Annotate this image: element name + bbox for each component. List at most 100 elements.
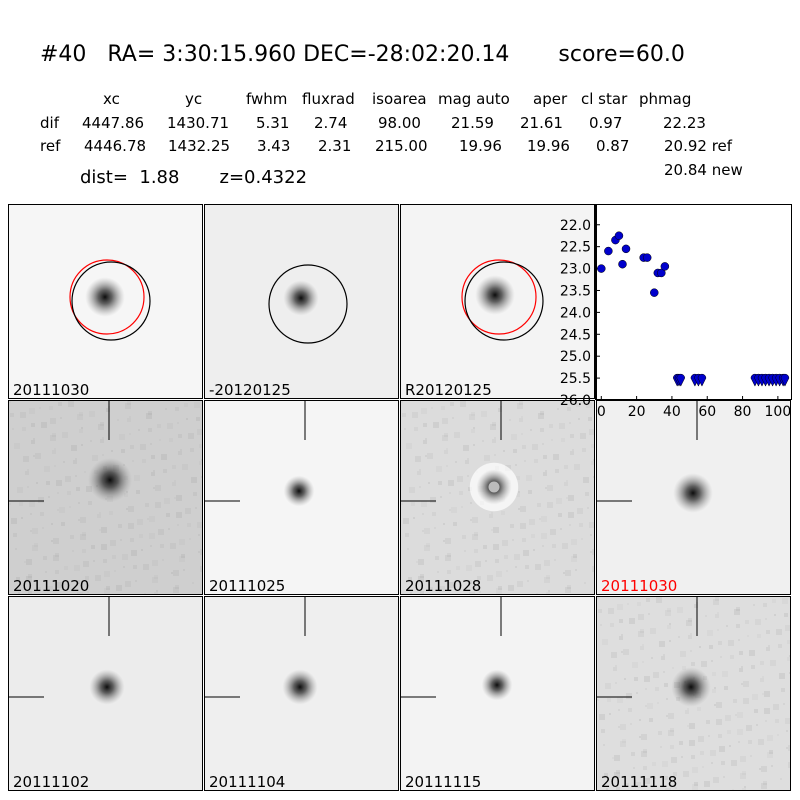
ref-aperture-ring <box>461 259 537 335</box>
cutout-panel-1[interactable]: 20111030 <box>8 204 203 399</box>
cutout-image <box>9 597 125 705</box>
upper-limit-point <box>697 373 707 387</box>
x-tick-label: 80 <box>734 404 752 420</box>
cell-ref-mag-auto: 19.96 <box>459 137 502 155</box>
panel-date-label: 20111115 <box>405 773 482 791</box>
source-blob <box>283 475 315 507</box>
cell-new-phmag: 20.84 new <box>664 161 743 179</box>
source-blob <box>88 458 132 502</box>
cutout-image <box>205 401 315 507</box>
ref-aperture-ring <box>69 259 145 335</box>
panel-date-label: 20111104 <box>209 773 286 791</box>
detection-point <box>621 244 631 254</box>
panel-date-label: 20111030 <box>601 577 678 595</box>
cutout-image <box>401 401 594 594</box>
y-tick-label: 25.5 <box>560 371 591 387</box>
cell-dif-fwhm: 5.31 <box>256 114 290 132</box>
page-title: #40 RA= 3:30:15.960 DEC=-28:02:20.14 sco… <box>40 42 685 67</box>
lightcurve-svg: 22.0 22.5 23.0 23.5 24.0 24.5 25.0 25.5 26.0 0 20 4… <box>560 204 792 420</box>
distance-redshift: dist= 1.88 z=0.4322 <box>80 167 308 188</box>
detection-point <box>642 253 652 262</box>
y-tick-label: 25.0 <box>560 349 591 365</box>
detection-point <box>660 262 670 271</box>
cutout-image <box>597 597 790 790</box>
panel-date-label: 20111102 <box>13 773 90 791</box>
detection-point <box>657 268 666 278</box>
cell-ref-phmag: 20.92 ref <box>664 137 733 155</box>
cell-ref-fwhm: 3.43 <box>257 137 291 155</box>
x-tick-label: 100 <box>765 404 792 420</box>
cell-ref-fluxrad: 2.31 <box>318 137 352 155</box>
cutout-panel-8[interactable]: 20111102 <box>8 596 203 791</box>
plot-frame <box>596 204 792 400</box>
cell-dif-phmag: 22.23 <box>663 114 706 132</box>
cell-ref-aper: 19.96 <box>527 137 570 155</box>
cutout-panel-9[interactable]: 20111104 <box>204 596 399 791</box>
cutout-panel-10[interactable]: 20111115 <box>400 596 595 791</box>
cutout-image <box>69 259 151 341</box>
x-tick-label: 60 <box>698 404 716 420</box>
col-header-isoarea: isoarea <box>372 90 427 108</box>
panel-date-label: 20111025 <box>209 577 286 595</box>
col-header-yc: yc <box>185 90 203 108</box>
cutout-panel-5[interactable]: 20111025 <box>204 400 399 595</box>
cell-dif-mag-auto: 21.59 <box>451 114 494 132</box>
detection-point <box>604 246 613 256</box>
cutout-panel-7[interactable]: 20111030 <box>596 400 791 595</box>
source-blob <box>671 667 711 707</box>
col-header-phmag: phmag <box>639 90 692 108</box>
panel-date-label: 20111030 <box>13 381 90 399</box>
cell-dif-yc: 1430.71 <box>167 114 230 132</box>
cutout-panel-3[interactable]: R20120125 <box>400 204 595 399</box>
y-tick-label: 24.0 <box>560 305 591 321</box>
panel-date-label: 20111028 <box>405 577 482 595</box>
col-header-fwhm: fwhm <box>246 90 288 108</box>
cell-dif-cl-star: 0.97 <box>589 114 623 132</box>
detection-point <box>597 264 606 273</box>
source-blob <box>85 277 125 317</box>
cutout-panel-6[interactable]: 20111028 <box>400 400 595 595</box>
cell-dif-isoarea: 98.00 <box>378 114 421 132</box>
cutout-panel-11[interactable]: 20111118 <box>596 596 791 791</box>
source-blob <box>89 669 125 705</box>
source-blob <box>475 275 515 315</box>
aperture-ring <box>268 264 348 344</box>
cutout-image <box>461 259 544 341</box>
panel-date-label: 20111118 <box>601 773 678 791</box>
cutout-image <box>9 401 202 594</box>
cell-dif-aper: 21.61 <box>520 114 563 132</box>
y-tick-label: 23.0 <box>560 262 591 278</box>
lightcurve-plot: 22.0 22.5 23.0 23.5 24.0 24.5 25.0 25.5 26.0 0 20 4… <box>560 204 792 420</box>
cell-ref-cl-star: 0.87 <box>596 137 630 155</box>
y-tick-label: 22.5 <box>560 240 591 256</box>
cutout-image <box>597 401 713 513</box>
row-label-ref: ref <box>40 137 61 155</box>
cell-dif-xc: 4447.86 <box>82 114 145 132</box>
cell-ref-isoarea: 215.00 <box>375 137 428 155</box>
y-tick-label: 24.5 <box>560 327 591 343</box>
cutout-image <box>401 597 513 701</box>
cell-ref-yc: 1432.25 <box>168 137 231 155</box>
x-tick-label: 0 <box>597 404 606 420</box>
upper-limit-point <box>780 373 790 387</box>
cutout-image <box>268 264 348 344</box>
detection-point <box>618 259 627 269</box>
y-tick-label: 22.0 <box>560 218 591 234</box>
detection-point <box>650 288 659 297</box>
panel-date-label: 20111020 <box>13 577 90 595</box>
y-tick-label: 26.0 <box>560 393 591 409</box>
source-blob <box>282 669 318 705</box>
aperture-ring <box>71 261 151 341</box>
source-blob <box>481 669 513 701</box>
cutout-panel-2[interactable]: -20120125 <box>204 204 399 399</box>
row-label-dif: dif <box>40 114 59 132</box>
col-header-mag-auto: mag auto <box>438 90 510 108</box>
source-blob <box>673 473 713 513</box>
col-header-xc: xc <box>103 90 120 108</box>
cutout-panel-4[interactable]: 20111020 <box>8 400 203 595</box>
panel-date-label: -20120125 <box>209 381 291 399</box>
col-header-aper: aper <box>533 90 568 108</box>
cell-ref-xc: 4446.78 <box>84 137 147 155</box>
upper-limit-point <box>676 373 686 387</box>
y-tick-label: 23.5 <box>560 283 591 299</box>
